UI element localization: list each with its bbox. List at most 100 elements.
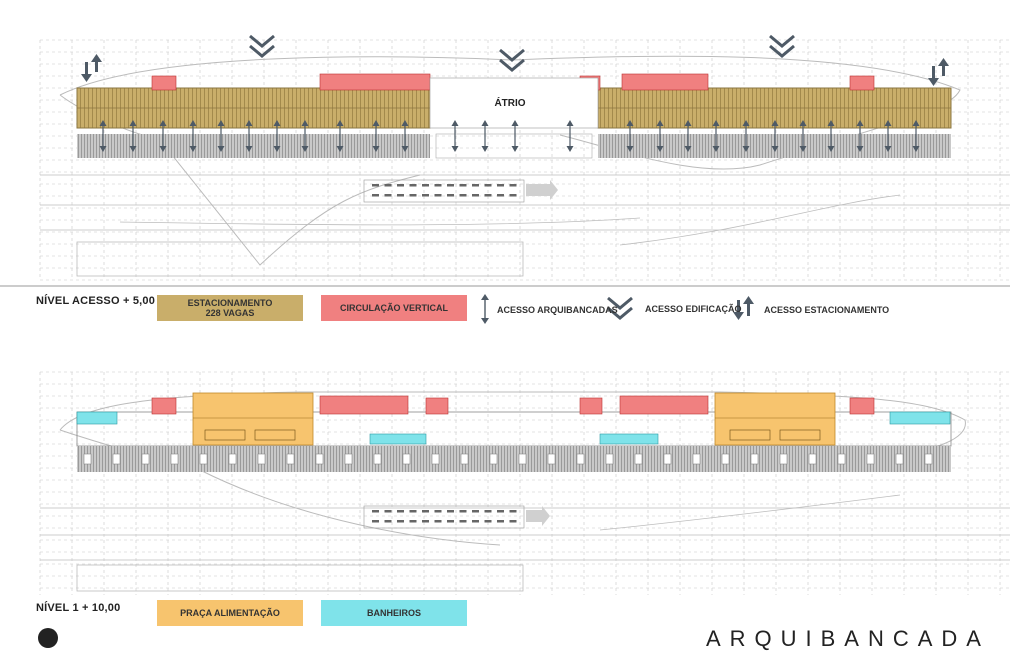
seat-mark: [484, 520, 492, 523]
seat-mark: [497, 194, 504, 197]
stands-access-icon: [372, 120, 380, 152]
stands-access-icon: [336, 120, 344, 152]
building-access-legend-icon: [607, 296, 633, 320]
food-court-left: [192, 392, 314, 446]
seat-mark: [509, 510, 517, 513]
legend-food-court: PRAÇA ALIMENTAÇÃO: [157, 600, 303, 626]
circulation-core: [319, 73, 431, 91]
vomitory: [489, 453, 498, 465]
vomitory: [344, 453, 353, 465]
seat-mark: [434, 194, 442, 197]
stands-access-icon: [511, 120, 519, 152]
seat-mark: [372, 510, 379, 513]
plan-level-1: [39, 371, 1010, 595]
seat-mark: [459, 194, 467, 197]
vomitory: [431, 453, 440, 465]
seat-mark: [372, 520, 379, 523]
vomitory: [808, 453, 817, 465]
vomitory: [257, 453, 266, 465]
seat-mark: [384, 184, 392, 187]
stands-access-icon: [912, 120, 920, 152]
seat-mark: [434, 510, 442, 513]
drawing-title: ARQUIBANCADA: [705, 626, 990, 651]
seat-mark: [384, 520, 392, 523]
stands-access-icon: [159, 120, 167, 152]
stands-row: [77, 446, 951, 472]
vomitory: [402, 453, 411, 465]
atrium-label: ÁTRIO: [494, 96, 525, 109]
circulation-core: [151, 75, 177, 91]
field-seat-block: [363, 505, 525, 529]
seat-mark: [384, 510, 392, 513]
vomitory: [866, 453, 875, 465]
parking-access-legend-icon: [733, 296, 754, 320]
seat-mark: [447, 184, 454, 187]
stands-access-icon: [245, 120, 253, 152]
seat-mark: [422, 194, 429, 197]
legend-parking-line2: 228 VAGAS: [205, 308, 255, 318]
seat-mark: [497, 520, 504, 523]
legend-parking: ESTACIONAMENTO 228 VAGAS: [157, 295, 303, 321]
stands-access-icon: [656, 120, 664, 152]
seat-mark: [472, 194, 479, 197]
stands-access-icon: [684, 120, 692, 152]
seat-mark: [409, 510, 417, 513]
restroom-block: [76, 411, 118, 425]
circulation-core: [579, 397, 603, 415]
seat-mark: [447, 194, 454, 197]
seat-mark: [397, 520, 404, 523]
building-access-icon: [769, 34, 795, 58]
seat-mark: [372, 194, 379, 197]
seat-mark: [484, 510, 492, 513]
restroom-block: [599, 433, 659, 445]
seat-mark: [409, 520, 417, 523]
stands-access-icon: [189, 120, 197, 152]
vomitory: [895, 453, 904, 465]
stands-access-icon: [99, 120, 107, 152]
seat-mark: [434, 520, 442, 523]
vomitory: [924, 453, 933, 465]
field-seat-block: [363, 179, 525, 203]
seat-mark: [397, 510, 404, 513]
legend-stands-access: ACESSO ARQUIBANCADAS: [497, 305, 618, 315]
vomitory: [170, 453, 179, 465]
seat-mark: [509, 184, 517, 187]
legend-parking-line1: ESTACIONAMENTO: [187, 298, 273, 308]
seat-mark: [472, 520, 479, 523]
stands-access-icon: [451, 120, 459, 152]
seat-mark: [422, 510, 429, 513]
north-arrow-icon: [38, 628, 58, 648]
direction-arrow: [526, 180, 558, 200]
stands-access-icon: [566, 120, 574, 152]
seat-mark: [509, 520, 517, 523]
legend-building-access: ACESSO EDIFICAÇÃO: [645, 304, 742, 314]
vomitory: [460, 453, 469, 465]
restroom-block: [369, 433, 427, 445]
vomitory: [286, 453, 295, 465]
seat-mark: [422, 520, 429, 523]
seat-mark: [434, 184, 442, 187]
legend-vertical-circulation: CIRCULAÇÃO VERTICAL: [321, 295, 467, 321]
stands-access-icon: [799, 120, 807, 152]
building-access-icon: [499, 48, 525, 72]
seat-mark: [484, 184, 492, 187]
stands-access-icon: [401, 120, 409, 152]
vomitory: [141, 453, 150, 465]
vomitory: [721, 453, 730, 465]
seat-mark: [459, 520, 467, 523]
circulation-core: [849, 75, 875, 91]
seat-mark: [497, 184, 504, 187]
food-court-right: [714, 392, 836, 446]
stands-access-icon: [742, 120, 750, 152]
vomitory: [547, 453, 556, 465]
plan-access-level: ÁTRIO: [39, 34, 1010, 281]
circulation-core: [425, 397, 449, 415]
legend-restrooms: BANHEIROS: [321, 600, 467, 626]
stands-access-legend-icon: [481, 294, 489, 324]
stands-access-icon: [301, 120, 309, 152]
vomitory: [83, 453, 92, 465]
vomitory: [779, 453, 788, 465]
seat-mark: [459, 184, 467, 187]
vomitory: [576, 453, 585, 465]
